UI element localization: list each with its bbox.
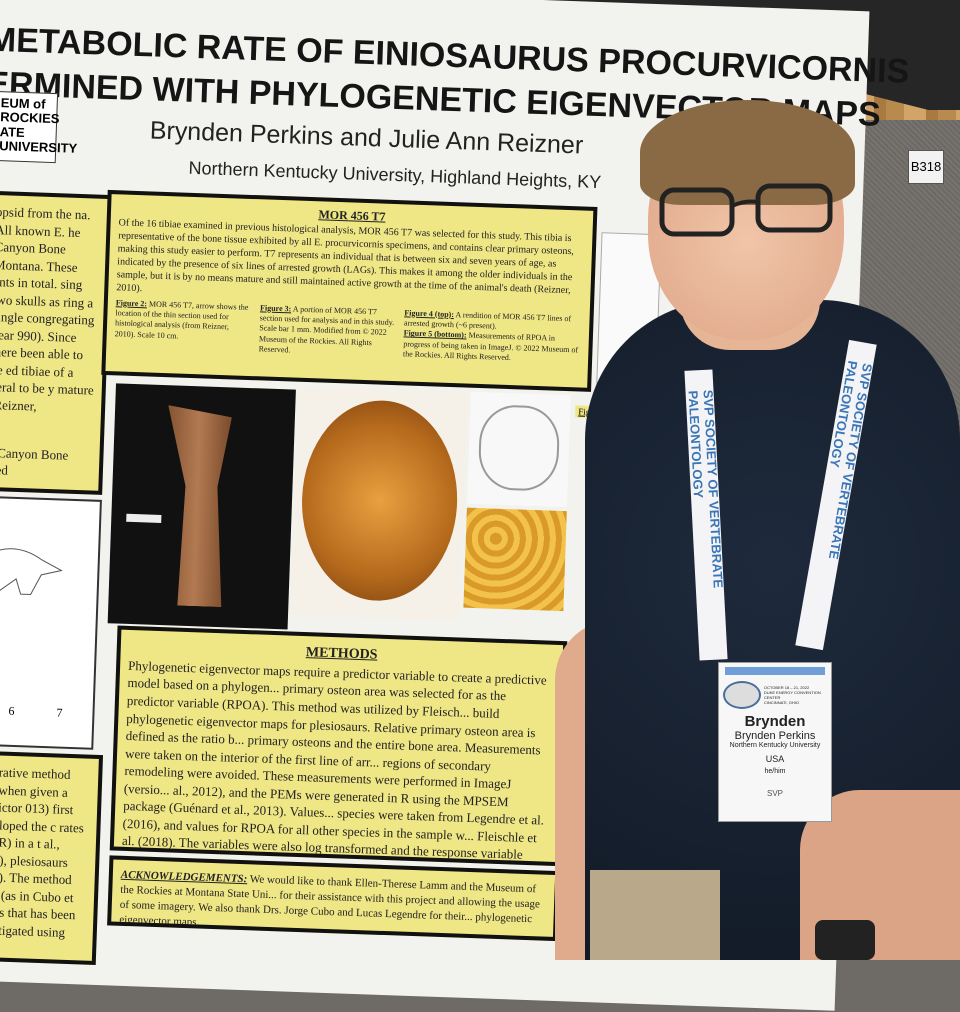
- mor-text: Of the 16 tibiae examined in previous hi…: [116, 216, 575, 296]
- booth-number-tag: B318: [908, 150, 944, 184]
- museum-logo: EUM of ROCKIES ATE UNIVERSITY: [0, 90, 77, 164]
- intro-text: opsid from the na. All known E. he Canyo…: [0, 204, 95, 414]
- mor-456-t7-panel: MOR 456 T7 Of the 16 tibiae examined in …: [101, 189, 598, 392]
- bone-section-photo: [290, 385, 468, 622]
- badge-pronouns: he/him: [764, 768, 786, 775]
- intro-panel: opsid from the na. All known E. he Canyo…: [0, 189, 113, 495]
- lag-rendition-figure: [467, 391, 571, 508]
- glasses-icon: [659, 183, 833, 237]
- poster-affiliation: Northern Kentucky University, Highland H…: [188, 157, 602, 193]
- acknowledgements-panel: ACKNOWLEDGEMENTS: We would like to thank…: [107, 855, 560, 942]
- badge-full-name: Brynden Perkins: [734, 730, 816, 742]
- triceratops-silhouette-icon: [0, 548, 63, 595]
- background-panel: mparative method that when given a predi…: [0, 749, 104, 965]
- tibia-photo: [107, 383, 296, 630]
- research-poster: METABOLIC RATE OF EINIOSAURUS PROCURVICO…: [0, 0, 910, 1011]
- dinosaur-figure: 6 7: [0, 494, 102, 750]
- name-badge: OCTOBER 18 – 21, 2022 DUKE ENERGY CONVEN…: [718, 662, 832, 822]
- ack-heading: ACKNOWLEDGEMENTS:: [120, 868, 248, 886]
- svp-event-logo: [723, 681, 761, 709]
- intro-caption: n Canyon Bone Bed: [0, 444, 69, 478]
- axis-tick: 7: [56, 705, 63, 720]
- badge-first-name: Brynden: [744, 713, 806, 730]
- badge-country: USA: [765, 754, 785, 764]
- axis-tick: 6: [8, 703, 15, 718]
- wristwatch: [815, 920, 875, 960]
- badge-institution: Northern Kentucky University: [729, 742, 821, 749]
- poster-authors: Brynden Perkins and Julie Ann Reizner: [149, 116, 584, 160]
- arrow-icon: [126, 513, 162, 524]
- badge-event-dates: OCTOBER 18 – 21, 2022: [763, 684, 810, 690]
- fig2-label: Figure 2:: [115, 297, 148, 308]
- rpoa-measurement-figure: [463, 507, 567, 612]
- methods-text: Phylogenetic eigenvector maps require a …: [121, 657, 547, 867]
- methods-panel: METHODS Phylogenetic eigenvector maps re…: [109, 625, 568, 867]
- fig4-label: Figure 4 (top):: [404, 307, 455, 319]
- fig5-label: Figure 5 (bottom):: [403, 328, 467, 340]
- badge-venue: DUKE ENERGY CONVENTION CENTER: [763, 689, 821, 700]
- badge-svp-logo: SVP: [766, 789, 783, 798]
- badge-city: CINCINNATI, OHIO: [763, 700, 799, 706]
- person-pants: [590, 870, 720, 960]
- fig3-label: Figure 3:: [259, 302, 292, 314]
